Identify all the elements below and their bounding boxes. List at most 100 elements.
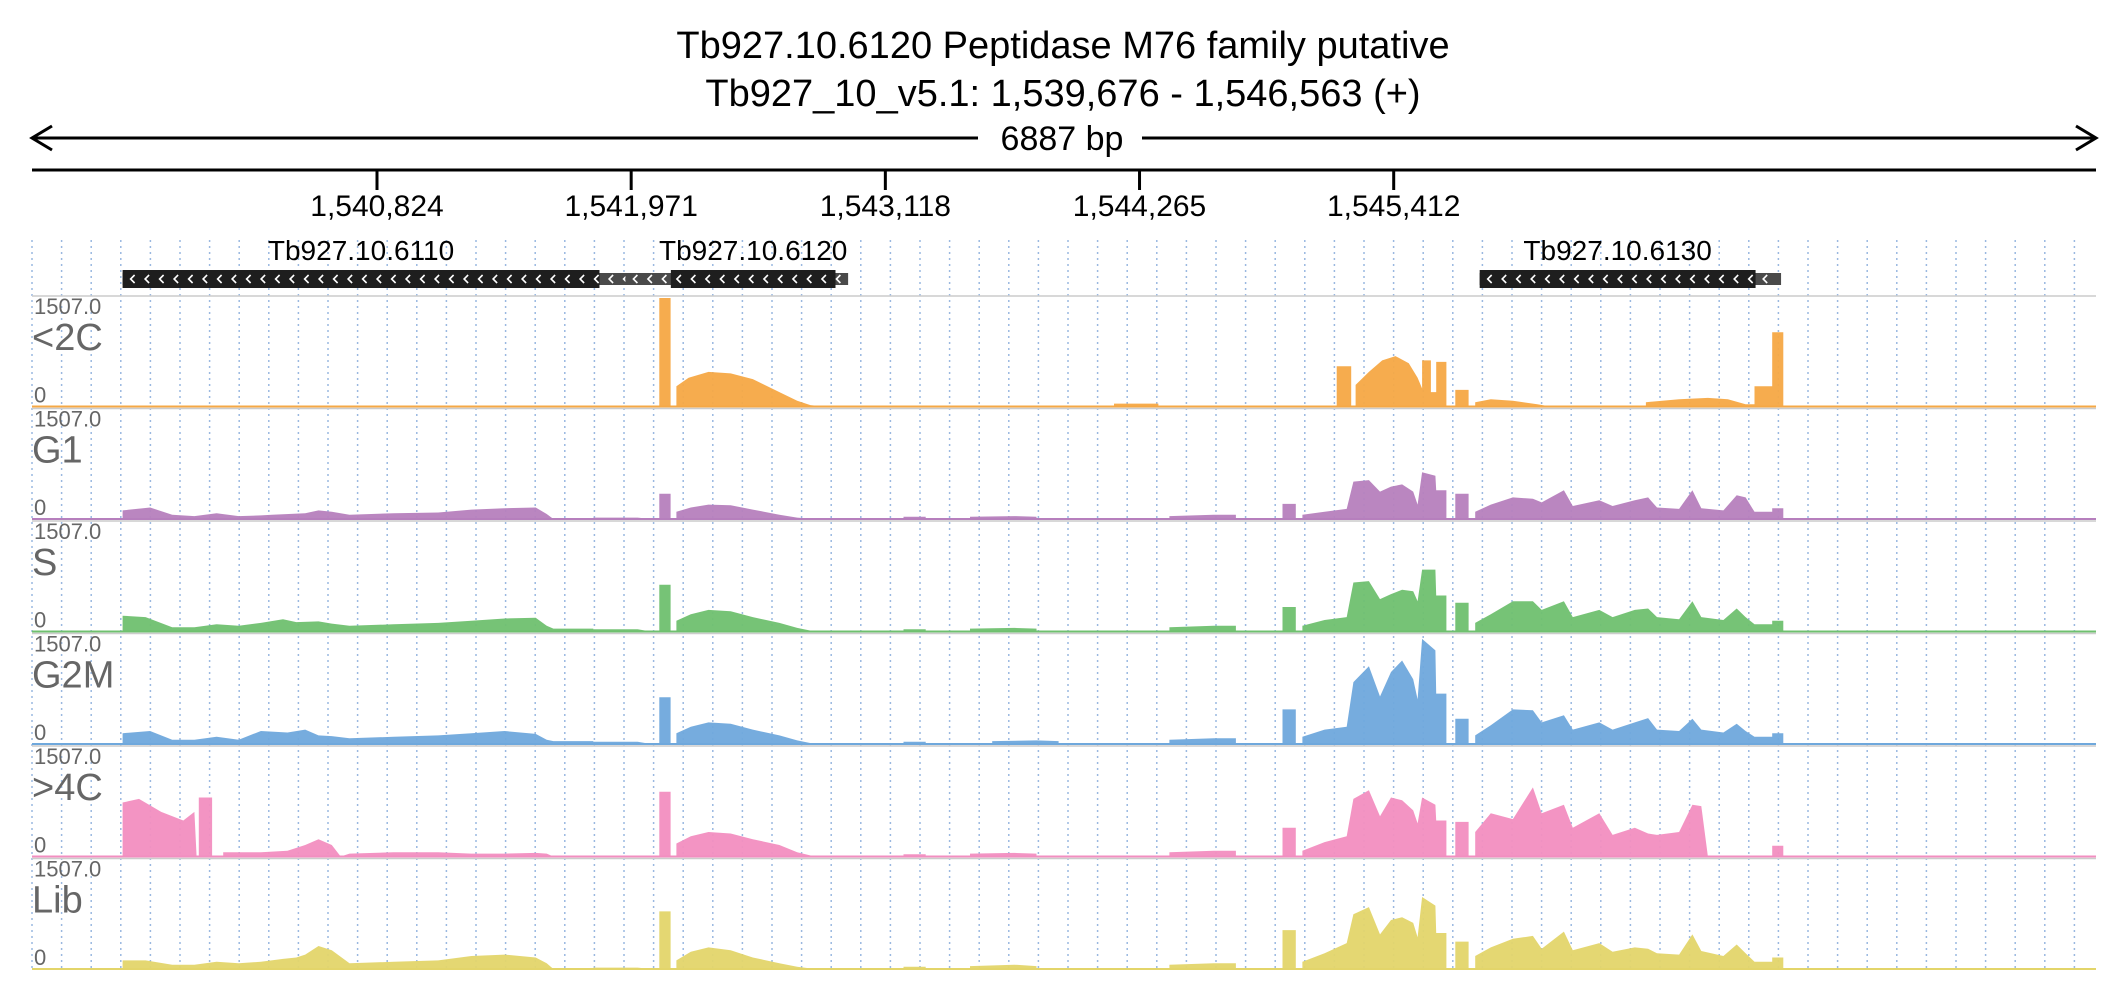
strand-chevron [216, 274, 223, 284]
strand-chevron [245, 274, 252, 284]
strand-chevron [564, 274, 571, 284]
strand-chevron [1762, 274, 1768, 284]
strand-chevron [288, 274, 295, 284]
coverage-area [122, 897, 1784, 969]
strand-chevron [1588, 274, 1594, 284]
ruler-tick-label: 1,544,265 [1073, 190, 1206, 223]
track-ymin-label: 0 [34, 945, 46, 970]
track-ymin-label: 0 [34, 833, 46, 858]
strand-chevron [448, 274, 455, 284]
gene-model: Tb927.10.6110 [122, 235, 634, 288]
gene-label: Tb927.10.6120 [659, 235, 847, 266]
strand-chevron [549, 274, 556, 284]
gene-model: Tb927.10.6130 [1479, 235, 1782, 288]
coverage-area [122, 472, 1784, 519]
strand-chevron [477, 274, 484, 284]
coverage-track: 1507.0 0 G1 [32, 407, 2096, 520]
strand-chevron [187, 274, 194, 284]
strand-chevron [129, 274, 136, 284]
strand-chevron [1530, 274, 1536, 284]
strand-chevron [791, 274, 798, 284]
strand-chevron [158, 274, 165, 284]
strand-chevron [704, 274, 711, 284]
coverage-track: 1507.0 0 S [32, 519, 2096, 633]
strand-chevron [777, 274, 783, 284]
grid-lines [31, 240, 2076, 971]
span-arrowhead-left [29, 124, 53, 152]
strand-chevron [317, 274, 324, 284]
strand-chevron [520, 274, 527, 284]
strand-chevron [661, 274, 667, 284]
coverage-track: 1507.0 0 Lib [32, 857, 2096, 970]
coverage-area [122, 298, 1784, 407]
strand-chevron [1747, 274, 1754, 284]
strand-chevron [1689, 274, 1696, 284]
strand-chevron [690, 274, 696, 284]
coverage-tracks: 1507.00<2C1507.00G11507.00S1507.00G2M150… [32, 294, 2096, 970]
strand-chevron [259, 274, 266, 284]
chart-title-gene: Tb927.10.6120 Peptidase M76 family putat… [676, 25, 1449, 67]
strand-chevron [201, 274, 208, 284]
track-ymin-label: 0 [34, 495, 46, 520]
coverage-area [122, 638, 1784, 744]
strand-chevron [535, 274, 542, 284]
strand-chevron [1501, 274, 1507, 284]
strand-chevron [143, 274, 150, 284]
strand-chevron [419, 274, 426, 284]
strand-chevron [172, 274, 179, 284]
strand-chevron [1617, 274, 1623, 284]
strand-chevron [361, 274, 368, 284]
span-arrowhead-right [2075, 124, 2099, 152]
strand-chevron [1675, 274, 1681, 284]
strand-chevron [1733, 274, 1739, 284]
span-label: 6887 bp [1001, 120, 1124, 158]
strand-chevron [1646, 274, 1652, 284]
strand-chevron [274, 274, 281, 284]
ruler-ticks: 1,540,824 1,541,971 1,543,118 1,544,265 1,54… [310, 170, 1460, 223]
gene-label: Tb927.10.6110 [268, 235, 454, 266]
chart-title-locus: Tb927_10_v5.1: 1,539,676 - 1,546,563 (+) [705, 73, 1420, 115]
gene-models: Tb927.10.6110 Tb927.10.6120 Tb927.10.6130 [122, 235, 1782, 288]
strand-chevron [506, 274, 513, 284]
strand-chevron [646, 274, 653, 284]
strand-chevron [230, 274, 237, 284]
strand-chevron [1559, 274, 1565, 284]
strand-chevron [1704, 274, 1710, 284]
strand-chevron [675, 274, 682, 284]
gene-label: Tb927.10.6130 [1523, 235, 1711, 266]
track-name: <2C [32, 317, 103, 359]
track-ymin-label: 0 [34, 608, 46, 633]
ruler-tick-label: 1,541,971 [564, 190, 697, 223]
strand-chevron [733, 274, 740, 284]
track-ymax-label: 1507.0 [34, 632, 101, 657]
coverage-area [122, 787, 1784, 857]
track-name: S [32, 542, 57, 584]
ruler-tick-label: 1,545,412 [1327, 190, 1460, 223]
ruler-tick-label: 1,543,118 [820, 190, 951, 223]
strand-chevron [332, 274, 339, 284]
coverage-track: 1507.0 0 G2M [32, 632, 2096, 745]
strand-chevron [632, 274, 638, 284]
track-name: G1 [32, 430, 83, 472]
strand-chevron [820, 274, 827, 284]
track-ymax-label: 1507.0 [34, 407, 101, 432]
strand-chevron [462, 274, 469, 284]
track-name: G2M [32, 655, 114, 697]
track-name: >4C [32, 767, 103, 809]
strand-chevron [835, 274, 841, 284]
coverage-track: 1507.0 0 >4C [32, 744, 2096, 858]
strand-chevron [1602, 274, 1609, 284]
strand-chevron [346, 274, 353, 284]
track-ymin-label: 0 [34, 720, 46, 745]
gene-cds [122, 270, 600, 288]
track-ymax-label: 1507.0 [34, 519, 101, 544]
strand-chevron [1515, 274, 1522, 284]
strand-chevron [762, 274, 769, 284]
strand-chevron [303, 274, 310, 284]
strand-chevron [1573, 274, 1580, 284]
track-ymax-label: 1507.0 [34, 744, 101, 769]
strand-chevron [1718, 274, 1725, 284]
strand-chevron [607, 274, 614, 284]
